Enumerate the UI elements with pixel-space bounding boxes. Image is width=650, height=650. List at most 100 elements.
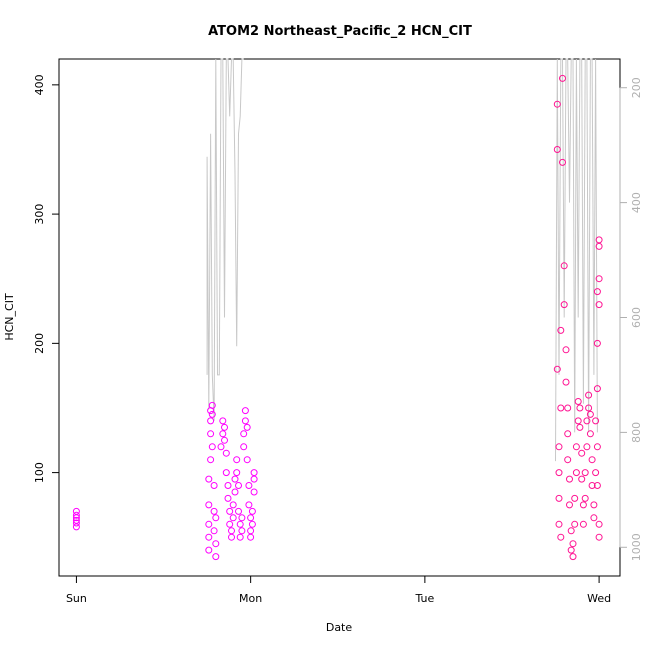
data-point [240,430,248,438]
data-point [592,417,600,425]
y-axis-label: HCN_CIT [3,293,16,341]
data-point [210,482,218,489]
data-point [578,449,586,457]
data-point [553,146,561,153]
data-point [560,301,568,309]
data-point [205,475,213,483]
data-point [226,520,234,528]
y-right-tick-label: 600 [630,307,643,328]
data-point [207,456,215,464]
data-point [222,469,230,477]
data-point [559,158,566,166]
x-tick-label: Wed [587,592,611,605]
data-point [564,404,572,412]
points-layer [72,74,603,561]
data-point [590,501,598,509]
data-point [574,398,582,405]
data-point [559,74,566,82]
data-point [219,417,227,425]
data-point [207,417,215,425]
data-point [571,520,579,528]
data-point [586,430,594,438]
data-point [557,533,565,541]
data-point [212,553,220,561]
data-point [579,520,587,528]
secondary-line-segment [206,58,244,421]
data-point [241,417,249,425]
data-point [595,533,603,541]
data-point [72,507,80,515]
data-point [569,540,577,548]
data-point [250,469,258,477]
data-point [581,469,589,477]
data-point [595,301,603,309]
data-point [555,494,563,502]
chart-title: ATOM2 Northeast_Pacific_2 HCN_CIT [208,24,472,39]
data-point [245,482,253,489]
data-point [205,533,213,541]
data-point [595,275,603,283]
data-point [595,236,603,244]
y-axis-right: 200 400 600 800 1000 [619,77,643,561]
data-point [562,346,570,354]
data-point [235,482,242,489]
data-point [586,410,594,418]
y-tick-label: 400 [33,74,46,95]
data-point [241,407,249,415]
data-point [581,494,589,502]
data-point [248,520,256,528]
data-point [72,519,80,527]
data-point [205,520,213,528]
data-point [553,365,561,373]
data-point [557,404,565,412]
data-point [579,501,587,509]
data-point [564,456,572,464]
data-point [595,520,603,528]
data-point [593,443,601,451]
data-point [588,456,596,464]
y-tick-label: 100 [33,462,46,483]
data-point [235,507,242,515]
data-point [576,404,584,412]
data-point [583,443,591,451]
data-point [207,430,215,438]
y-axis: 100 200 300 400 [33,74,60,483]
data-point [238,527,246,535]
data-point [205,546,213,554]
y-right-tick-label: 200 [630,77,643,98]
data-point [226,507,234,515]
data-point [236,520,244,528]
data-point [247,514,255,522]
data-point [576,423,584,431]
data-point [72,516,80,524]
y-right-tick-label: 800 [630,422,643,443]
data-point [231,488,239,496]
data-point [566,475,573,483]
data-point [593,385,601,393]
data-point [572,469,580,477]
secondary-line-segment [555,58,598,462]
data-point [585,391,593,399]
y-tick-label: 200 [33,333,46,354]
data-point [593,288,601,296]
data-point [219,430,227,438]
data-point [245,501,253,509]
data-point [572,443,580,451]
data-point [210,507,218,515]
data-point [243,456,251,464]
data-point [72,511,80,519]
data-point [557,326,565,334]
y-right-tick-label: 1000 [630,533,643,561]
data-point [571,494,579,502]
data-point [555,443,563,451]
x-tick-label: Tue [414,592,434,605]
data-point [236,533,244,541]
data-point [562,378,570,386]
data-point [231,475,239,483]
data-point [585,404,593,412]
data-point [205,501,213,509]
x-tick-label: Sun [66,592,87,605]
x-axis-label: Date [326,621,353,634]
